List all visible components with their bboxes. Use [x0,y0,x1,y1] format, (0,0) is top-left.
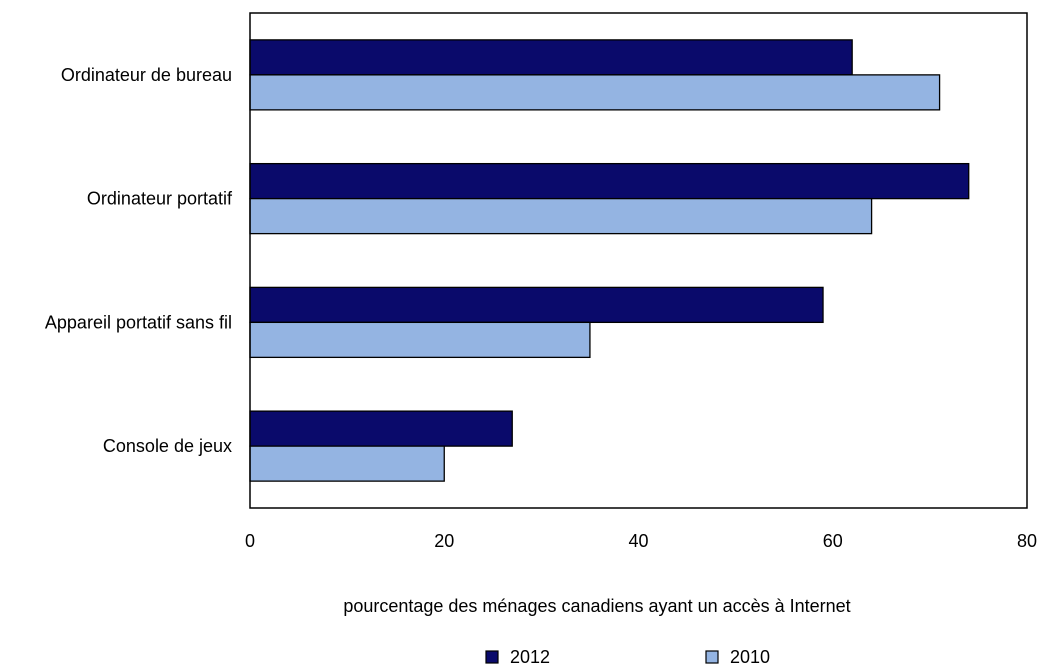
x-axis-label: pourcentage des ménages canadiens ayant … [343,596,850,616]
bar-2012-4 [249,410,513,447]
category-labels: Ordinateur de bureau Ordinateur portatif A… [45,65,233,456]
bars-layer [249,39,970,482]
x-tick-label: 20 [434,531,454,551]
x-tick-label: 0 [245,531,255,551]
x-axis-ticks: 0 20 40 60 80 [245,531,1037,551]
legend-label-2012: 2012 [510,647,550,667]
legend: 2012 2010 [485,647,770,667]
bar-2012-3 [249,286,824,324]
bar-2012-1 [249,39,853,76]
bar-2012-2 [249,162,970,200]
category-label: Appareil portatif sans fil [45,312,232,332]
legend-label-2010: 2010 [730,647,770,667]
bar-2010-3 [249,321,591,359]
bar-2010-2 [249,197,873,235]
x-tick-label: 40 [628,531,648,551]
category-label: Ordinateur portatif [87,189,233,209]
bar-2010-1 [249,74,941,111]
plot-frame [249,12,1028,509]
category-label: Console de jeux [103,436,232,456]
legend-swatch-2010 [705,650,719,664]
x-tick-label: 60 [823,531,843,551]
x-tick-label: 80 [1017,531,1037,551]
legend-swatch-2012 [485,650,499,664]
bar-2010-4 [249,445,445,482]
category-label: Ordinateur de bureau [61,65,232,85]
